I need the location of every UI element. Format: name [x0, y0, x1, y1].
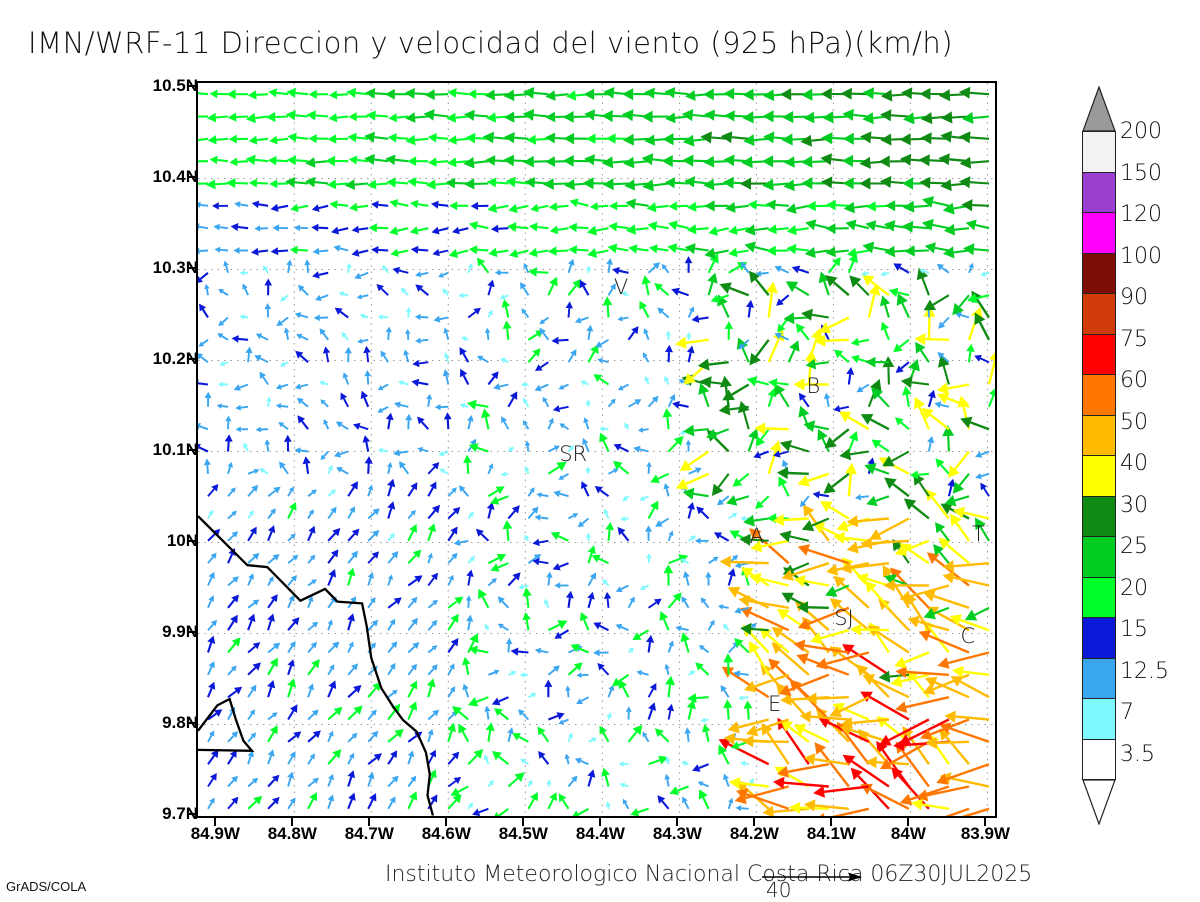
colorbar-cell: [1082, 455, 1116, 497]
colorbar-tick-label: 120: [1120, 202, 1162, 227]
reference-vector-label: 40: [766, 878, 791, 902]
colorbar-tick-label: 150: [1120, 161, 1162, 186]
colorbar-tick-label: 100: [1120, 244, 1162, 269]
y-axis-label: 10.4N: [153, 167, 198, 187]
colorbar-over-arrow: [1082, 86, 1116, 132]
colorbar-cell: [1082, 658, 1116, 700]
wind-map-plot: [196, 81, 997, 818]
colorbar-cell: [1082, 698, 1116, 740]
y-axis-label: 10.3N: [153, 258, 198, 278]
colorbar-tick-label: 3.5: [1120, 742, 1155, 767]
x-axis-label: 84.1W: [807, 824, 856, 844]
colorbar-cell: [1082, 131, 1116, 173]
colorbar-cell: [1082, 212, 1116, 254]
colorbar-cell: [1082, 496, 1116, 538]
colorbar-cell: [1082, 334, 1116, 376]
colorbar-cell: [1082, 415, 1116, 457]
colorbar-tick-label: 200: [1120, 119, 1162, 144]
y-axis-label: 10N: [167, 531, 198, 551]
colorbar-tick-label: 30: [1120, 493, 1148, 518]
grads-attribution: GrADS/COLA: [6, 879, 86, 894]
y-axis-label: 10.1N: [153, 440, 198, 460]
colorbar-tick-label: 50: [1120, 410, 1148, 435]
x-axis-label: 84.2W: [730, 824, 779, 844]
footer-credit: Instituto Meteorologico Nacional Costa R…: [385, 862, 1032, 887]
colorbar-cell: [1082, 293, 1116, 335]
x-axis-label: 83.9W: [961, 824, 1010, 844]
colorbar-cell: [1082, 577, 1116, 619]
colorbar-cell: [1082, 739, 1116, 781]
y-axis-label: 10.5N: [153, 76, 198, 96]
colorbar-tick-label: 40: [1120, 451, 1148, 476]
colorbar-tick-label: 75: [1120, 327, 1148, 352]
colorbar-cell: [1082, 536, 1116, 578]
x-axis-label: 84W: [891, 824, 926, 844]
y-axis-label: 10.2N: [153, 349, 198, 369]
colorbar-tick-label: 7: [1120, 700, 1134, 725]
colorbar-cell: [1082, 617, 1116, 659]
x-axis-label: 84.9W: [191, 824, 240, 844]
colorbar-cell: [1082, 253, 1116, 295]
y-axis-label: 9.7N: [162, 804, 198, 824]
colorbar-tick-label: 12.5: [1120, 659, 1169, 684]
x-axis-label: 84.5W: [499, 824, 548, 844]
colorbar-cell: [1082, 374, 1116, 416]
x-axis-label: 84.3W: [653, 824, 702, 844]
y-axis-label: 9.9N: [162, 622, 198, 642]
colorbar-tick-label: 20: [1120, 576, 1148, 601]
colorbar-cell: [1082, 172, 1116, 214]
colorbar-tick-label: 15: [1120, 617, 1148, 642]
x-axis-label: 84.4W: [576, 824, 625, 844]
colorbar-tick-label: 60: [1120, 368, 1148, 393]
x-axis-label: 84.8W: [268, 824, 317, 844]
x-axis-label: 84.7W: [345, 824, 394, 844]
y-axis-label: 9.8N: [162, 713, 198, 733]
colorbar-tick-label: 25: [1120, 534, 1148, 559]
coastline: [198, 83, 997, 818]
colorbar-tick-label: 90: [1120, 285, 1148, 310]
page-title: IMN/WRF-11 Direccion y velocidad del vie…: [28, 26, 953, 60]
colorbar-under-arrow: [1082, 779, 1116, 825]
x-axis-label: 84.6W: [422, 824, 471, 844]
